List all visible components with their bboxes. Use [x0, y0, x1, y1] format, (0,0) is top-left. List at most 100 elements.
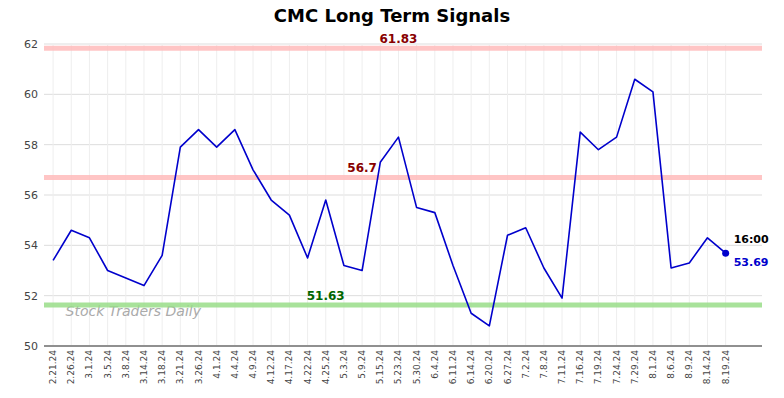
last-label: 16:00 — [734, 233, 769, 246]
y-tick-label: 50 — [24, 340, 38, 353]
x-tick-label: 3.8.24 — [121, 350, 131, 379]
x-tick-label: 5.15.24 — [375, 350, 385, 385]
band-label: 56.7 — [347, 161, 377, 175]
x-tick-label: 5.9.24 — [357, 350, 367, 379]
band-labels: 61.83 56.7 51.63 — [307, 32, 418, 303]
x-tick-label: 7.11.24 — [557, 350, 567, 385]
grid-line — [44, 295, 762, 296]
x-tick-label: 6.20.24 — [484, 350, 494, 385]
grid-line — [44, 144, 762, 145]
x-tick-label: 4.22.24 — [303, 350, 313, 385]
grid-line — [380, 44, 381, 346]
grid-line — [198, 44, 199, 346]
x-tick-label: 7.29.24 — [630, 350, 640, 385]
grid-line — [289, 44, 290, 346]
grid-line — [253, 44, 254, 346]
grid-line — [689, 44, 690, 346]
x-tick-label: 2.21.24 — [48, 350, 58, 385]
y-tick-label: 56 — [24, 189, 38, 202]
grid-line — [707, 44, 708, 346]
y-tick-label: 62 — [24, 38, 38, 51]
grid-line — [107, 44, 108, 346]
y-axis: 50 52 54 56 58 60 62 — [24, 38, 38, 353]
last-value: 53.69 — [734, 256, 769, 269]
x-tick-label: 5.23.24 — [393, 350, 403, 385]
x-tick-label: 2.26.24 — [66, 350, 76, 385]
grid-line — [634, 44, 635, 346]
grid-line — [725, 44, 726, 346]
x-tick-label: 6.14.24 — [466, 350, 476, 385]
grid-line — [616, 44, 617, 346]
x-tick-label: 8.9.24 — [684, 350, 694, 379]
grid-line — [180, 44, 181, 346]
grid-line — [71, 44, 72, 346]
x-tick-label: 5.30.24 — [412, 350, 422, 385]
x-tick-label: 3.21.24 — [175, 350, 185, 385]
grid-line — [652, 44, 653, 346]
x-tick-label: 8.14.24 — [702, 350, 712, 385]
grid-line — [434, 44, 435, 346]
band-line — [44, 175, 762, 180]
x-tick-label: 3.14.24 — [139, 350, 149, 385]
plot-area — [44, 48, 762, 326]
x-tick-label: 3.18.24 — [157, 350, 167, 385]
x-tick-label: 8.19.24 — [721, 350, 731, 385]
grid-line — [53, 44, 54, 346]
x-tick-label: 6.4.24 — [430, 350, 440, 379]
x-tick-label: 6.27.24 — [503, 350, 513, 385]
grid-line — [44, 346, 762, 347]
grid-line — [234, 44, 235, 346]
band-label: 51.63 — [307, 289, 345, 303]
x-tick-label: 7.16.24 — [575, 350, 585, 385]
x-tick-label: 7.24.24 — [612, 350, 622, 385]
x-tick-label: 4.25.24 — [321, 350, 331, 385]
grid-line — [562, 44, 563, 346]
x-tick-label: 7.8.24 — [539, 350, 549, 379]
grid-line — [525, 44, 526, 346]
grid-line — [162, 44, 163, 346]
x-tick-label: 3.5.24 — [103, 350, 113, 379]
grid-line — [671, 44, 672, 346]
x-axis-line — [44, 346, 762, 347]
last-point — [722, 250, 729, 257]
grid-line — [44, 94, 762, 95]
chart: 50 52 54 56 58 60 62 2.21.24 2.26.24 3.1.24 3.5.24… — [0, 0, 784, 398]
x-tick-label: 3.1.24 — [84, 350, 94, 379]
grid-line — [416, 44, 417, 346]
title: CMC Long Term Signals — [274, 5, 510, 26]
y-tick-label: 58 — [24, 139, 38, 152]
grid-line — [580, 44, 581, 346]
y-tick-label: 60 — [24, 88, 38, 101]
x-tick-label: 3.26.24 — [194, 350, 204, 385]
line — [53, 79, 726, 326]
y-tick-label: 54 — [24, 239, 38, 252]
band-label: 61.83 — [379, 32, 417, 46]
x-tick-label: 6.11.24 — [448, 350, 458, 385]
x-tick-label: 4.9.24 — [248, 350, 258, 379]
band-line — [44, 46, 762, 51]
grid-line — [471, 44, 472, 346]
grid-line — [271, 44, 272, 346]
grid-line — [89, 44, 90, 346]
x-tick-label: 4.4.24 — [230, 350, 240, 379]
grid-line — [452, 44, 453, 346]
grid-line — [543, 44, 544, 346]
grid-line — [598, 44, 599, 346]
grid-line — [143, 44, 144, 346]
x-tick-label: 5.3.24 — [339, 350, 349, 379]
grid-line — [507, 44, 508, 346]
x-tick-label: 4.1.24 — [212, 350, 222, 379]
grid-line — [362, 44, 363, 346]
band-line — [44, 302, 762, 307]
y-tick-label: 52 — [24, 290, 38, 303]
x-tick-label: 4.12.24 — [266, 350, 276, 385]
grid-line — [44, 245, 762, 246]
x-tick-label: 8.6.24 — [666, 350, 676, 379]
x-axis: 2.21.24 2.26.24 3.1.24 3.5.24 3.8.24 3.14.24 3… — [44, 346, 762, 384]
grid-line — [489, 44, 490, 346]
grid-line — [216, 44, 217, 346]
grid — [44, 44, 762, 346]
grid-line — [398, 44, 399, 346]
grid-line — [44, 195, 762, 196]
x-tick-label: 8.1.24 — [648, 350, 658, 379]
